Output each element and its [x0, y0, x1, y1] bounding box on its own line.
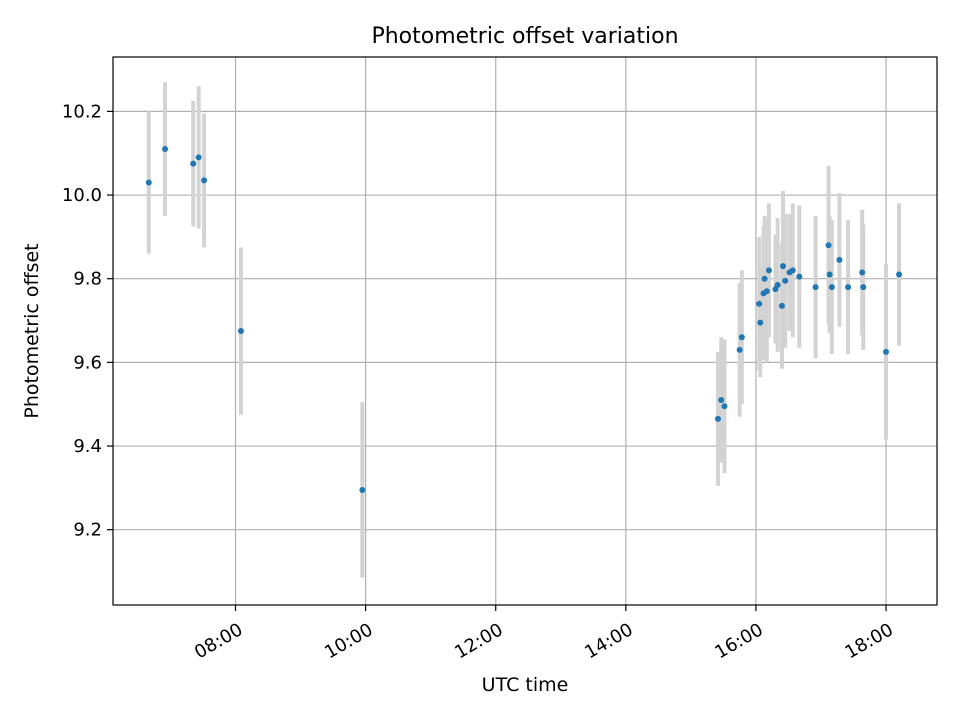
data-point: [714, 415, 721, 422]
data-point: [778, 302, 785, 309]
data-point: [195, 154, 202, 161]
data-point: [201, 177, 208, 184]
chart-title: Photometric offset variation: [371, 24, 678, 49]
y-axis-label: Photometric offset: [21, 243, 43, 418]
data-point: [359, 486, 366, 493]
data-point: [736, 346, 743, 353]
y-tick-label: 9.2: [73, 520, 102, 541]
data-point: [756, 300, 763, 307]
data-point: [826, 271, 833, 278]
data-point: [780, 263, 787, 270]
data-point: [738, 334, 745, 341]
points: [145, 146, 903, 493]
data-point: [860, 284, 867, 291]
data-point: [774, 281, 781, 288]
y-tick-label: 9.4: [73, 436, 102, 457]
data-point: [789, 267, 796, 274]
data-point: [896, 271, 903, 278]
y-axis: 9.2 9.4 9.6 9.8 10.0 10.2: [62, 101, 113, 541]
y-tick-label: 10.0: [62, 185, 102, 206]
x-axis-label: UTC time: [482, 674, 569, 696]
data-point: [836, 256, 843, 263]
data-point: [763, 288, 770, 295]
plot-frame: [112, 56, 938, 606]
data-point: [812, 284, 819, 291]
data-point: [825, 242, 832, 249]
data-point: [765, 267, 772, 274]
data-point: [761, 275, 768, 282]
data-point: [828, 284, 835, 291]
y-tick-label: 10.2: [62, 101, 102, 122]
data-point: [883, 348, 890, 355]
data-point: [796, 273, 803, 280]
y-tick-label: 9.8: [73, 269, 102, 290]
data-point: [845, 284, 852, 291]
data-point: [757, 319, 764, 326]
data-point: [237, 328, 244, 334]
data-point: [721, 403, 728, 410]
data-point: [782, 277, 789, 284]
data-point: [145, 179, 152, 186]
y-tick-label: 9.6: [73, 352, 102, 373]
data-point: [718, 397, 725, 404]
data-point: [190, 160, 197, 167]
data-point: [162, 146, 169, 153]
data-point: [859, 269, 866, 276]
